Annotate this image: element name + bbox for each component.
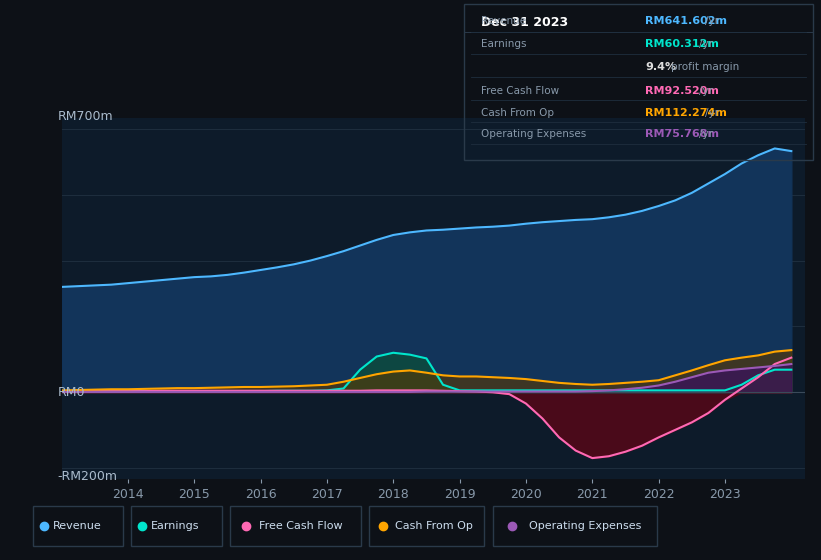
Text: profit margin: profit margin	[671, 62, 740, 72]
Text: RM700m: RM700m	[57, 110, 113, 123]
Text: /yr: /yr	[699, 129, 713, 139]
Text: Revenue: Revenue	[481, 16, 526, 26]
Text: Cash From Op: Cash From Op	[395, 521, 473, 531]
Text: -RM200m: -RM200m	[57, 470, 117, 483]
Text: RM641.602m: RM641.602m	[645, 16, 727, 26]
Text: Operating Expenses: Operating Expenses	[529, 521, 641, 531]
Text: /yr: /yr	[704, 108, 718, 118]
Text: Operating Expenses: Operating Expenses	[481, 129, 586, 139]
Text: Earnings: Earnings	[151, 521, 200, 531]
Text: /yr: /yr	[699, 86, 713, 96]
Text: RM75.768m: RM75.768m	[645, 129, 719, 139]
Text: /yr: /yr	[699, 39, 713, 49]
Text: RM112.274m: RM112.274m	[645, 108, 727, 118]
Text: 9.4%: 9.4%	[645, 62, 677, 72]
Text: Cash From Op: Cash From Op	[481, 108, 554, 118]
Text: Free Cash Flow: Free Cash Flow	[259, 521, 342, 531]
Text: RM92.520m: RM92.520m	[645, 86, 719, 96]
Text: Earnings: Earnings	[481, 39, 527, 49]
Text: RM0: RM0	[57, 386, 85, 399]
Text: RM60.312m: RM60.312m	[645, 39, 719, 49]
Text: /yr: /yr	[704, 16, 718, 26]
Text: Revenue: Revenue	[53, 521, 102, 531]
Text: Free Cash Flow: Free Cash Flow	[481, 86, 559, 96]
Text: Dec 31 2023: Dec 31 2023	[481, 16, 568, 29]
